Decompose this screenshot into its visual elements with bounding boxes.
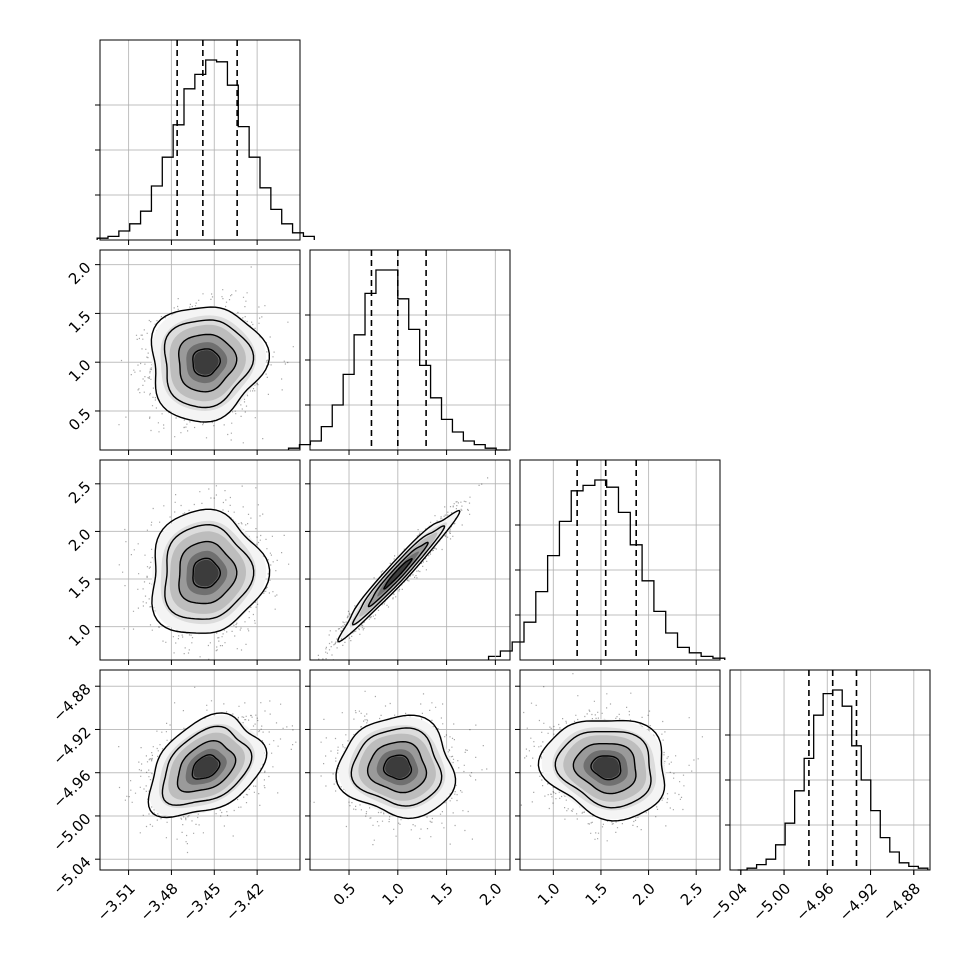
contour-line (351, 525, 446, 626)
scatter-panel: 1.0 1.5 2.0 2.5 (65, 459, 301, 665)
x-tick-label: 2.0 (476, 880, 506, 910)
contour-line (151, 508, 271, 634)
contour-line (178, 540, 238, 605)
y-tick-label: −5.00 (49, 810, 94, 855)
density-fill (385, 560, 411, 588)
contour-line (177, 333, 238, 393)
contour-line (163, 319, 255, 409)
axes-frame (309, 459, 511, 661)
y-tick-label: 1.5 (65, 573, 95, 603)
contour-line (192, 557, 221, 589)
contour-line (350, 727, 443, 807)
density-layer (118, 686, 297, 854)
contour-line (150, 306, 270, 423)
x-tick-label: −3.48 (136, 880, 181, 925)
contour-line (537, 719, 666, 822)
scatter-panel (305, 459, 511, 665)
density-layer (310, 690, 488, 846)
y-tick-label: −4.88 (49, 680, 94, 725)
y-tick-label: −4.92 (49, 723, 94, 768)
x-tick-label: 2.0 (629, 880, 659, 910)
contour-line (191, 754, 221, 780)
density-fill (194, 350, 219, 375)
axes-frame (519, 669, 721, 871)
contour-line (161, 725, 253, 806)
density-layer (118, 485, 290, 660)
x-tick-label: 1.0 (378, 880, 408, 910)
y-tick-label: −4.96 (49, 767, 94, 812)
density-layer (313, 477, 489, 660)
axes-frame (99, 459, 301, 661)
histogram-panel (487, 459, 726, 665)
x-tick-label: −3.45 (179, 880, 224, 925)
contour-line (590, 755, 622, 781)
histogram-panel: −5.04−5.00−4.96−4.92−4.88 (706, 669, 931, 925)
contour-line (176, 739, 237, 793)
density-fill (385, 756, 410, 779)
axes-frame (519, 459, 721, 661)
y-tick-label: 1.0 (65, 620, 95, 650)
density-layer (520, 673, 703, 842)
scatter-panel: −3.51−3.48−3.45−3.42 −5.04−5.00−4.96−4.92… (49, 669, 301, 925)
axes-frame (309, 249, 511, 451)
y-tick-label: 1.0 (65, 356, 95, 386)
axes-frame (729, 669, 931, 871)
density-fill (194, 559, 219, 587)
x-tick-label: −5.04 (706, 880, 751, 925)
histogram-step (96, 59, 315, 240)
axes-frame (99, 249, 301, 451)
contour-line (147, 712, 268, 819)
x-tick-label: −4.96 (792, 880, 837, 925)
x-tick-label: 1.5 (582, 880, 612, 910)
x-tick-label: 0.5 (330, 880, 360, 910)
y-tick-label: 1.5 (65, 307, 95, 337)
density-fill (592, 757, 620, 779)
x-tick-label: −4.92 (836, 880, 881, 925)
histogram-panel (95, 39, 315, 245)
density-fill (193, 756, 219, 778)
histogram-step (487, 479, 726, 660)
y-tick-label: 2.0 (65, 258, 95, 288)
contour-line (337, 509, 461, 643)
contour-line (192, 348, 222, 377)
contour-line (382, 754, 413, 780)
contour-line (554, 731, 652, 809)
axes-frame (309, 669, 511, 871)
y-tick-label: 2.0 (65, 525, 95, 555)
contour-line (383, 557, 413, 590)
x-tick-label: 1.0 (534, 880, 564, 910)
histogram-panel (287, 249, 511, 455)
density-layer (118, 266, 294, 444)
axes-frame (99, 669, 301, 871)
contour-line (367, 541, 429, 608)
scatter-panel: 1.0 1.5 2.0 2.5 (515, 669, 721, 910)
x-tick-label: 1.5 (427, 880, 457, 910)
contour-line (572, 743, 637, 795)
scatter-points (313, 477, 489, 660)
y-tick-label: −5.04 (49, 853, 94, 898)
axes-frame (99, 39, 301, 241)
x-tick-label: −3.51 (94, 880, 139, 925)
x-tick-label: 2.5 (677, 880, 707, 910)
x-tick-label: −3.42 (222, 880, 267, 925)
x-tick-label: −5.00 (749, 880, 794, 925)
contour-line (366, 740, 428, 794)
scatter-panel: 0.5 1.0 1.5 2.0 (305, 669, 511, 910)
x-tick-label: −4.88 (879, 880, 924, 925)
y-tick-label: 2.5 (65, 478, 95, 508)
contour-line (164, 523, 255, 620)
scatter-panel: 0.5 1.0 1.5 2.0 (65, 249, 301, 455)
contour-line (335, 714, 457, 820)
y-tick-label: 0.5 (65, 405, 95, 435)
